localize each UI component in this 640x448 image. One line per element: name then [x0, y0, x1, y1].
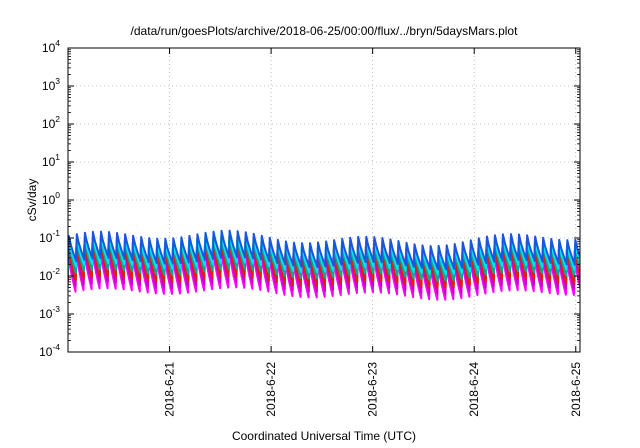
axes — [67, 47, 581, 353]
x-tick-label: 2018-6-25 — [569, 362, 583, 417]
chart-title: /data/run/goesPlots/archive/2018-06-25/0… — [131, 24, 519, 38]
y-tick-label: 100 — [42, 190, 60, 207]
y-tick-label: 10-1 — [39, 228, 60, 245]
x-tick-label: 2018-6-22 — [264, 362, 278, 417]
x-tick-labels: 2018-6-21 2018-6-22 2018-6-23 2018-6-24 2018… — [163, 362, 583, 417]
grid — [68, 47, 580, 353]
y-tick-label: 10-2 — [39, 266, 60, 283]
y-tick-label: 103 — [42, 76, 60, 93]
x-tick-label: 2018-6-21 — [163, 362, 177, 417]
x-axis-label: Coordinated Universal Time (UTC) — [232, 429, 416, 443]
y-tick-label: 10-4 — [39, 342, 60, 359]
y-tick-label: 102 — [42, 114, 60, 131]
series-layer — [68, 229, 580, 301]
y-tick-label: 10-3 — [39, 304, 60, 321]
y-axis-label: cSv/day — [25, 179, 39, 222]
y-tick-labels: 10-4 10-3 10-2 10-1 100 101 102 103 104 — [39, 38, 60, 359]
x-tick-label: 2018-6-23 — [366, 362, 380, 417]
y-tick-label: 101 — [42, 152, 60, 169]
y-tick-label: 104 — [42, 38, 60, 55]
x-tick-label: 2018-6-24 — [467, 362, 481, 417]
series-line-6 — [68, 229, 580, 271]
